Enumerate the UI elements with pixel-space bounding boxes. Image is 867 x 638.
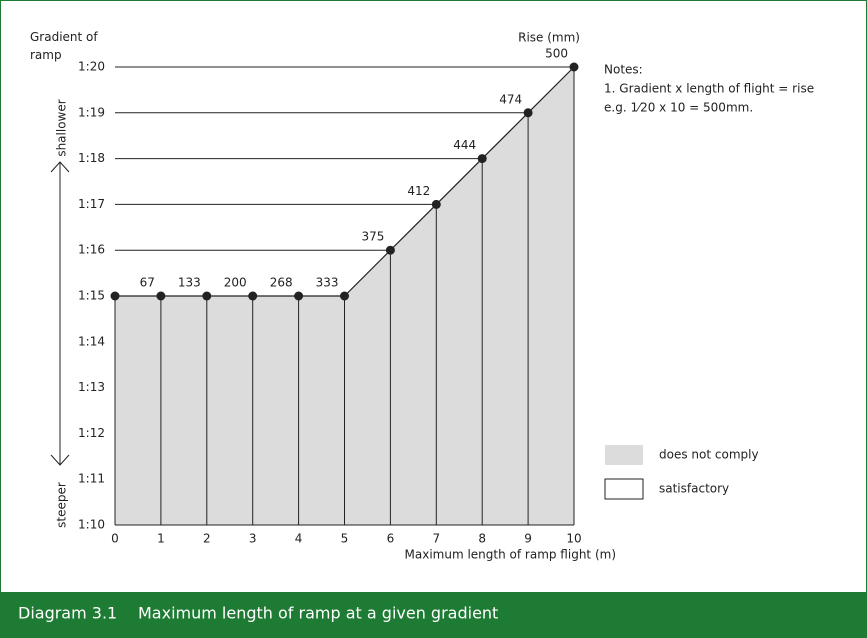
point bbox=[156, 291, 166, 301]
point bbox=[385, 245, 395, 255]
note: 1. Gradient x length of flight = rise bbox=[604, 82, 814, 96]
rise-value: 333 bbox=[316, 276, 339, 290]
x-tick-label: 10 bbox=[566, 532, 581, 546]
x-axis-label: Maximum length of ramp flight (m) bbox=[405, 548, 616, 562]
y-tick-label: 1:20 bbox=[78, 60, 105, 74]
rise-value: 444 bbox=[453, 138, 476, 152]
point bbox=[248, 291, 258, 301]
rise-value: 200 bbox=[224, 276, 247, 290]
y-tick-label: 1:18 bbox=[78, 151, 105, 165]
y-tick-label: 1:11 bbox=[78, 472, 105, 486]
point bbox=[202, 291, 212, 301]
point bbox=[340, 291, 349, 301]
arrow-head bbox=[50, 161, 70, 173]
caption-text: Maximum length of ramp at a given gradie… bbox=[138, 604, 498, 623]
rise-value: 500 bbox=[545, 47, 568, 61]
x-tick-label: 2 bbox=[203, 532, 211, 546]
arrow-head bbox=[50, 454, 70, 466]
legend-swatch bbox=[604, 478, 644, 500]
x-tick-label: 1 bbox=[157, 532, 165, 546]
y-tick-label: 1:15 bbox=[78, 289, 105, 303]
note: Notes: bbox=[604, 63, 643, 77]
rise-value: 474 bbox=[499, 92, 522, 106]
x-tick-label: 0 bbox=[111, 532, 119, 546]
y-tick-label: 1:12 bbox=[78, 426, 105, 440]
arrow-label: steeper bbox=[55, 482, 69, 528]
note: e.g. 1⁄20 x 10 = 500mm. bbox=[604, 101, 753, 115]
rise-value: 412 bbox=[407, 184, 430, 198]
rise-value: 268 bbox=[270, 276, 293, 290]
x-tick-label: 8 bbox=[478, 532, 486, 546]
point bbox=[294, 291, 304, 301]
caption-number: Diagram 3.1 bbox=[18, 604, 117, 623]
caption-bar bbox=[0, 592, 867, 638]
y-tick-label: 1:19 bbox=[78, 105, 105, 119]
legend-label: satisfactory bbox=[659, 482, 729, 496]
x-tick-label: 6 bbox=[387, 532, 395, 546]
y-tick-label: 1:10 bbox=[78, 518, 105, 532]
x-tick-label: 5 bbox=[341, 532, 349, 546]
arrow-label: shallower bbox=[55, 99, 69, 156]
y-tick-label: 1:13 bbox=[78, 380, 105, 394]
y-tick-label: 1:16 bbox=[78, 243, 105, 257]
legend-label: does not comply bbox=[659, 448, 759, 462]
x-tick-label: 7 bbox=[432, 532, 440, 546]
rise-value: 67 bbox=[140, 276, 155, 290]
y-axis-label: Gradient of ramp bbox=[30, 30, 98, 62]
point bbox=[523, 108, 533, 118]
point bbox=[569, 62, 579, 72]
y-tick-label: 1:14 bbox=[78, 334, 105, 348]
x-tick-label: 3 bbox=[249, 532, 257, 546]
point bbox=[477, 154, 487, 164]
x-tick-label: 4 bbox=[295, 532, 303, 546]
rise-value: 133 bbox=[178, 276, 201, 290]
rise-label: Rise (mm) bbox=[518, 31, 580, 45]
y-tick-label: 1:17 bbox=[78, 197, 105, 211]
legend-swatch bbox=[605, 445, 643, 465]
x-tick-label: 9 bbox=[524, 532, 532, 546]
point bbox=[431, 199, 441, 209]
rise-value: 375 bbox=[361, 230, 384, 244]
point bbox=[110, 291, 120, 301]
